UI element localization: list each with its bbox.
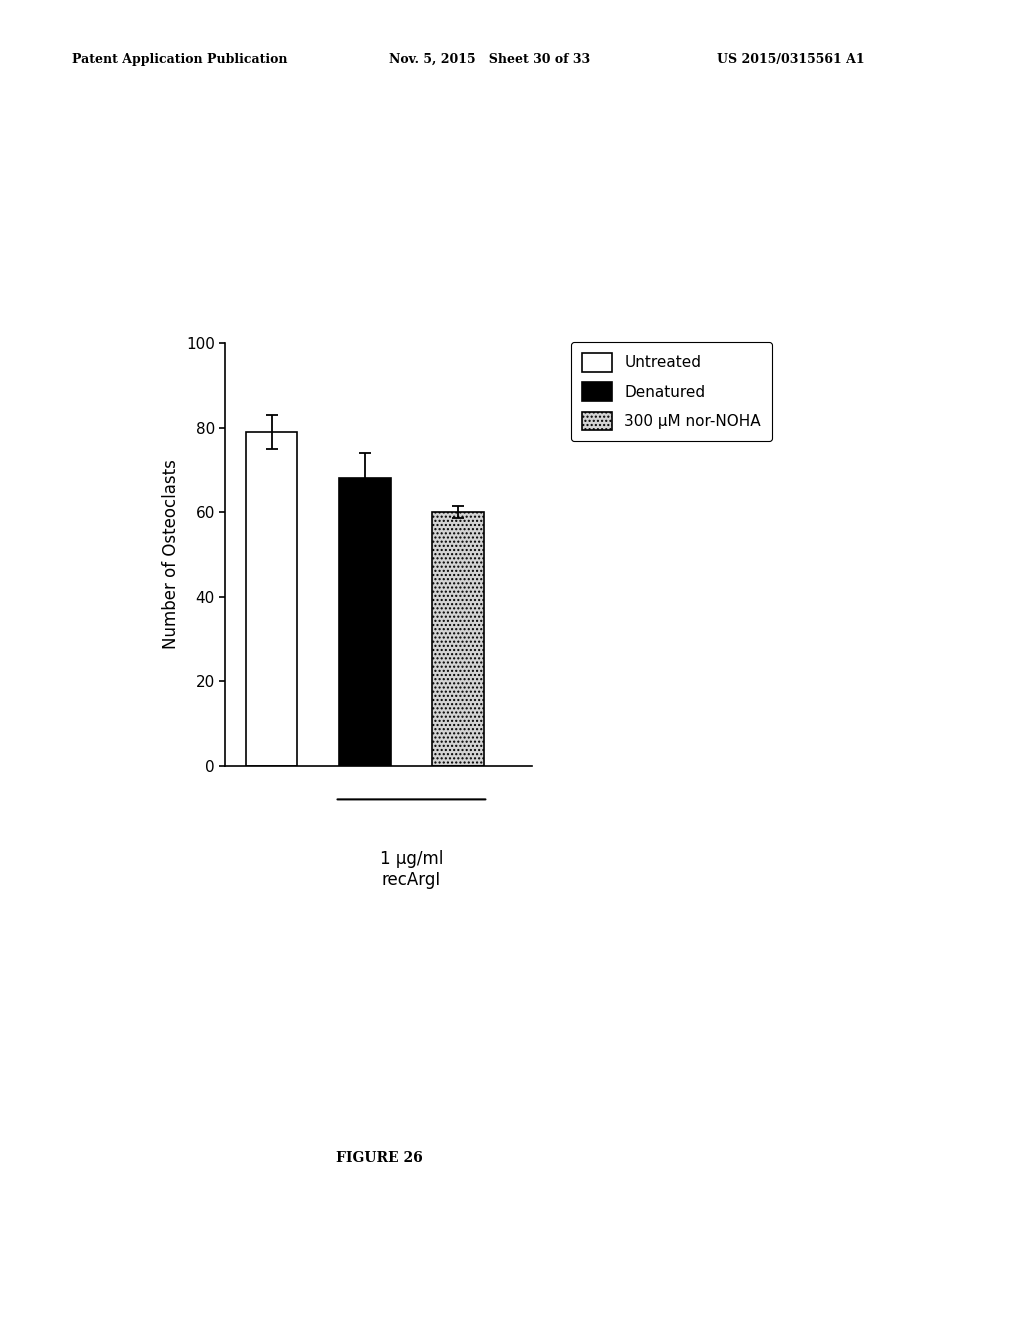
Text: Patent Application Publication: Patent Application Publication: [72, 53, 287, 66]
Legend: Untreated, Denatured, 300 μM nor-NOHA: Untreated, Denatured, 300 μM nor-NOHA: [570, 342, 772, 441]
Bar: [432, 512, 483, 766]
Text: FIGURE 26: FIGURE 26: [336, 1151, 422, 1166]
Text: US 2015/0315561 A1: US 2015/0315561 A1: [717, 53, 864, 66]
Y-axis label: Number of Osteoclasts: Number of Osteoclasts: [163, 459, 180, 649]
Bar: [246, 432, 297, 766]
Text: Nov. 5, 2015   Sheet 30 of 33: Nov. 5, 2015 Sheet 30 of 33: [389, 53, 590, 66]
Bar: [339, 478, 390, 766]
Text: 1 μg/ml
recArgI: 1 μg/ml recArgI: [380, 850, 443, 888]
